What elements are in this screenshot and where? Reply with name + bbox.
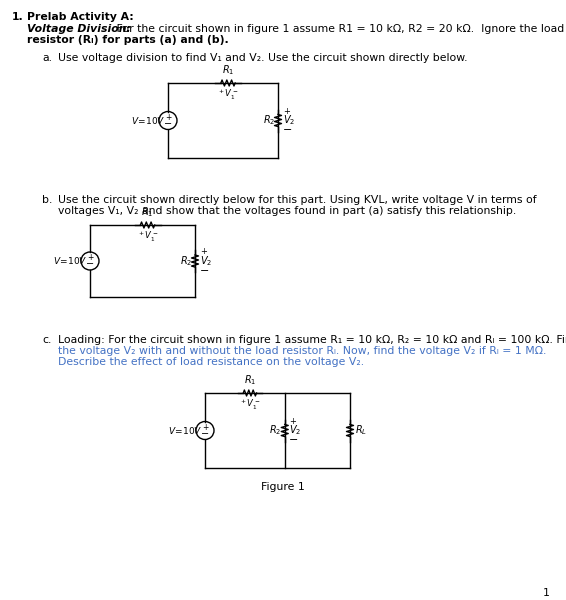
Text: $^+V_1^-$: $^+V_1^-$ [137, 230, 158, 244]
Text: $^+V_1^-$: $^+V_1^-$ [239, 398, 260, 412]
Text: 1: 1 [543, 588, 550, 598]
Text: −: − [164, 119, 172, 129]
Text: Prelab Activity A:: Prelab Activity A: [27, 12, 134, 22]
Text: $R_2$: $R_2$ [263, 113, 275, 127]
Text: $V\!=\!10V$: $V\!=\!10V$ [168, 425, 202, 436]
Text: $V_2$: $V_2$ [289, 424, 301, 437]
Text: $^+V_1^-$: $^+V_1^-$ [217, 88, 239, 102]
Text: a.: a. [42, 53, 52, 63]
Text: −: − [283, 125, 293, 136]
Text: $R_2$: $R_2$ [179, 254, 192, 268]
Text: resistor (Rₗ) for parts (a) and (b).: resistor (Rₗ) for parts (a) and (b). [27, 35, 229, 45]
Text: $R_1$: $R_1$ [142, 205, 154, 219]
Text: $R_2$: $R_2$ [269, 424, 282, 437]
Text: 1.: 1. [12, 12, 24, 22]
Text: $R_L$: $R_L$ [355, 424, 367, 437]
Text: b.: b. [42, 195, 53, 205]
Text: −: − [86, 259, 94, 269]
Text: Loading: For the circuit shown in figure 1 assume R₁ = 10 kΩ, R₂ = 10 kΩ and Rₗ : Loading: For the circuit shown in figure… [58, 335, 566, 345]
Text: +: + [202, 422, 208, 431]
Text: the voltage V₂ with and without the load resistor Rₗ. Now, find the voltage V₂ i: the voltage V₂ with and without the load… [58, 346, 546, 356]
Text: Use the circuit shown directly below for this part. Using KVL, write voltage V i: Use the circuit shown directly below for… [58, 195, 537, 205]
Text: $V\!=\!10V$: $V\!=\!10V$ [131, 115, 165, 126]
Text: −: − [200, 266, 209, 276]
Text: +: + [283, 107, 290, 116]
Text: c.: c. [42, 335, 52, 345]
Text: −: − [289, 436, 298, 445]
Text: +: + [289, 417, 295, 426]
Text: voltages V₁, V₂ and show that the voltages found in part (a) satisfy this relati: voltages V₁, V₂ and show that the voltag… [58, 206, 516, 216]
Text: +: + [200, 247, 207, 257]
Text: $V\!=\!10V$: $V\!=\!10V$ [53, 256, 87, 266]
Text: +: + [165, 113, 171, 121]
Text: Figure 1: Figure 1 [261, 482, 305, 492]
Text: $V_2$: $V_2$ [283, 113, 295, 127]
Text: −: − [201, 429, 209, 439]
Text: $V_2$: $V_2$ [200, 254, 212, 268]
Text: Describe the effect of load resistance on the voltage V₂.: Describe the effect of load resistance o… [58, 357, 364, 367]
Text: +: + [87, 253, 93, 262]
Text: For the circuit shown in figure 1 assume R1 = 10 kΩ, R2 = 20 kΩ.  Ignore the loa: For the circuit shown in figure 1 assume… [113, 24, 564, 34]
Text: Voltage Division:: Voltage Division: [27, 24, 131, 34]
Text: Use voltage division to find V₁ and V₂. Use the circuit shown directly below.: Use voltage division to find V₁ and V₂. … [58, 53, 468, 63]
Text: $R_1$: $R_1$ [222, 63, 234, 77]
Text: $R_1$: $R_1$ [244, 373, 256, 387]
